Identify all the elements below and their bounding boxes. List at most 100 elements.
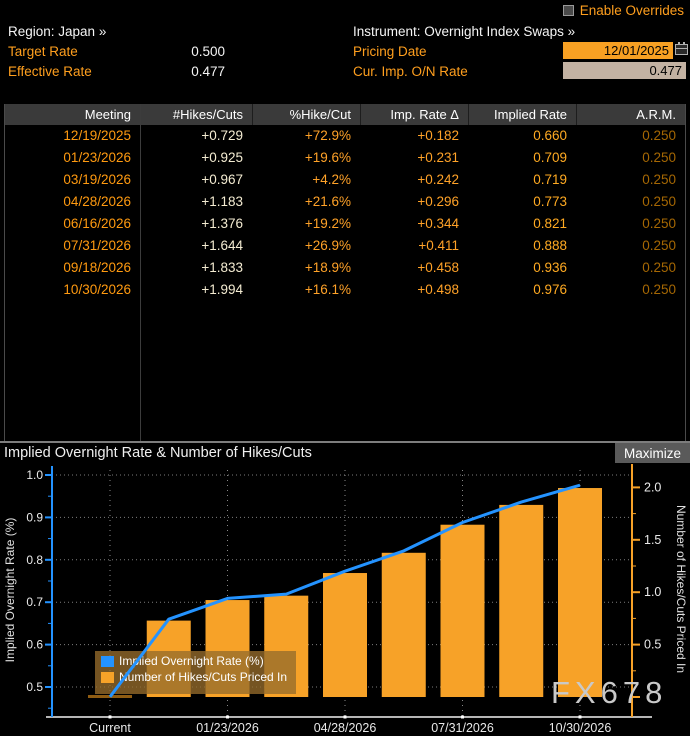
table-row[interactable]: 03/19/2026 +0.967 +4.2% +0.242 0.719 0.250 (5, 169, 685, 191)
x-axis-label: 01/23/2026 (196, 721, 259, 735)
cur-imp-rate-label: Cur. Imp. O/N Rate (353, 64, 468, 79)
left-tick-label: 0.5 (26, 680, 43, 694)
cell: 10/30/2026 (63, 282, 131, 297)
cell: 03/19/2026 (63, 172, 131, 187)
cell: +0.729 (201, 128, 243, 143)
x-axis-label: Current (89, 721, 131, 735)
legend-label-bar: Number of Hikes/Cuts Priced In (119, 670, 287, 684)
cell: +0.925 (201, 150, 243, 165)
target-rate-label: Target Rate (8, 44, 78, 59)
column-header: Imp. Rate Δ (360, 104, 468, 125)
table-row[interactable]: 01/23/2026 +0.925 +19.6% +0.231 0.709 0.250 (5, 147, 685, 169)
cell: 0.709 (533, 150, 567, 165)
right-tick-label: 1.5 (644, 533, 661, 547)
table-row[interactable]: 04/28/2026 +1.183 +21.6% +0.296 0.773 0.250 (5, 191, 685, 213)
implied-rate-line (108, 483, 581, 698)
left-tick-label: 1.0 (26, 468, 43, 482)
cur-imp-rate-input[interactable]: 0.477 (563, 62, 686, 79)
cell: 0.250 (642, 260, 676, 275)
right-tick-label: 0.5 (644, 638, 661, 652)
table-row[interactable]: 09/18/2026 +1.833 +18.9% +0.458 0.936 0.250 (5, 257, 685, 279)
cell: +26.9% (304, 238, 351, 253)
cell: +1.994 (201, 282, 243, 297)
right-tick-label: 1.0 (644, 585, 661, 599)
cell: 06/16/2026 (63, 216, 131, 231)
cell: +19.2% (304, 216, 351, 231)
table-row[interactable]: 12/19/2025 +0.729 +72.9% +0.182 0.660 0.250 (5, 125, 685, 147)
x-axis-tick (578, 715, 582, 719)
watermark-text: FX678 (551, 675, 667, 710)
right-axis-title: Number of Hikes/Cuts Priced In (674, 505, 688, 673)
table-row[interactable]: 10/30/2026 +1.994 +16.1% +0.498 0.976 0.250 (5, 279, 685, 301)
x-axis-tick (226, 715, 229, 719)
hikes-bar (440, 524, 485, 697)
cell: +4.2% (312, 172, 351, 187)
cell: +0.296 (417, 194, 459, 209)
left-axis-title: Implied Overnight Rate (%) (3, 518, 17, 663)
cell: +21.6% (304, 194, 351, 209)
column-header: Implied Rate (468, 104, 576, 125)
cell: +0.498 (417, 282, 459, 297)
pricing-date-input[interactable]: 12/01/2025 (563, 42, 673, 59)
effective-rate-label: Effective Rate (8, 64, 92, 79)
effective-rate-value: 0.477 (191, 64, 225, 79)
left-tick-label: 0.9 (26, 510, 43, 524)
cell: 0.250 (642, 194, 676, 209)
table-row[interactable]: 07/31/2026 +1.644 +26.9% +0.411 0.888 0.250 (5, 235, 685, 257)
cell: 12/19/2025 (63, 128, 131, 143)
cell: +1.183 (201, 194, 243, 209)
cell: +0.967 (201, 172, 243, 187)
cell: 0.976 (533, 282, 567, 297)
x-axis-tick (343, 715, 347, 719)
x-axis-tick (108, 715, 112, 719)
instrument-link[interactable]: Instrument: Overnight Index Swaps » (353, 24, 576, 39)
hikes-bar (499, 504, 544, 697)
maximize-button[interactable]: Maximize (614, 443, 690, 463)
left-tick-label: 0.8 (26, 553, 43, 567)
cell: 0.250 (642, 128, 676, 143)
cell: +72.9% (304, 128, 351, 143)
chart-panel: Implied Overnight Rate & Number of Hikes… (0, 441, 690, 736)
rate-chart[interactable]: Implied Overnight Rate (%) Number of Hike… (0, 464, 690, 736)
cell: +0.242 (417, 172, 459, 187)
table-row[interactable]: 06/16/2026 +1.376 +19.2% +0.344 0.821 0.250 (5, 213, 685, 235)
target-rate-value: 0.500 (191, 44, 225, 59)
cell: 0.250 (642, 282, 676, 297)
cell: +16.1% (304, 282, 351, 297)
cell: 0.250 (642, 150, 676, 165)
chart-title: Implied Overnight Rate & Number of Hikes… (4, 445, 312, 461)
column-header: Meeting (84, 107, 131, 122)
hikes-bar (323, 573, 367, 697)
cell: 0.250 (642, 172, 676, 187)
header-panel: Enable Overrides Region: Japan » Instrum… (0, 0, 690, 100)
column-header: %Hike/Cut (252, 104, 360, 125)
legend-swatch-bar (101, 672, 114, 683)
enable-overrides[interactable]: Enable Overrides (562, 3, 684, 18)
hikes-bar (558, 488, 602, 697)
calendar-icon[interactable] (675, 42, 688, 61)
x-axis-label: 07/31/2026 (431, 721, 494, 735)
cell: +0.411 (418, 238, 459, 253)
x-axis-tick (461, 715, 464, 719)
cell: +0.344 (417, 216, 459, 231)
left-tick-label: 0.7 (26, 595, 43, 609)
cell: 0.821 (533, 216, 567, 231)
cell: +18.9% (304, 260, 351, 275)
cell: +0.458 (417, 260, 459, 275)
cell: 0.773 (533, 194, 567, 209)
cell: +1.833 (201, 260, 243, 275)
cell: 0.936 (533, 260, 567, 275)
pricing-date-label: Pricing Date (353, 44, 427, 59)
cell: +1.376 (201, 216, 243, 231)
enable-overrides-checkbox[interactable] (562, 5, 574, 16)
cell: 0.250 (642, 238, 676, 253)
left-tick-label: 0.6 (26, 638, 43, 652)
column-header: A.R.M. (576, 104, 685, 125)
x-axis-label: 10/30/2026 (549, 721, 612, 735)
cell: 0.719 (533, 172, 567, 187)
cell: +19.6% (304, 150, 351, 165)
column-divider (140, 104, 141, 441)
region-link[interactable]: Region: Japan » (8, 24, 107, 39)
cell: 01/23/2026 (63, 150, 131, 165)
